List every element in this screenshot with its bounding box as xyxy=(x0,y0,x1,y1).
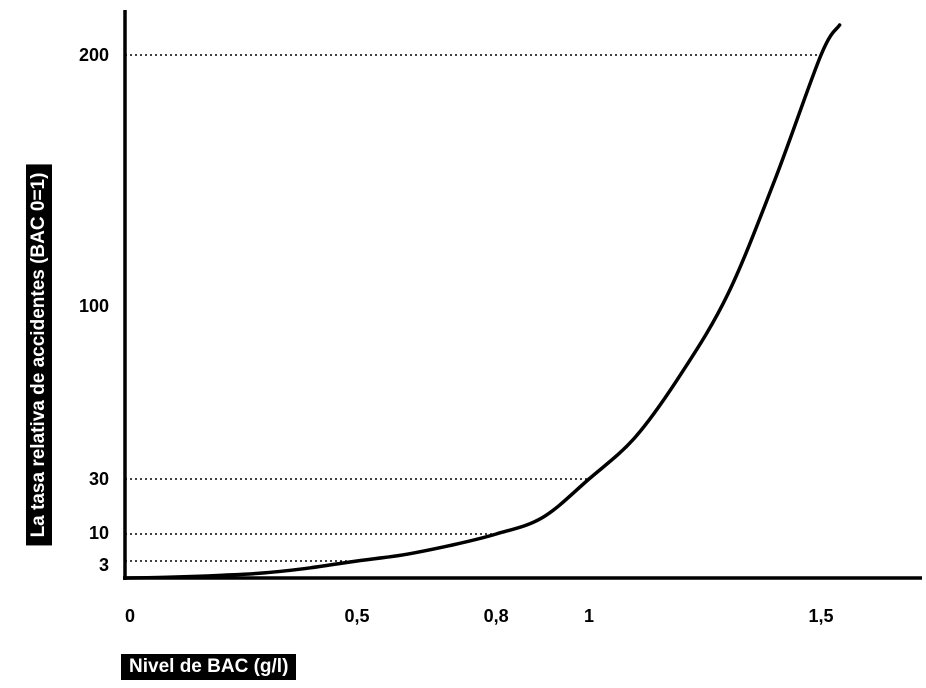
y-tick-label: 200 xyxy=(79,45,109,65)
x-tick-label: 0,8 xyxy=(484,606,509,626)
reference-lines xyxy=(125,54,822,562)
x-tick-label: 0 xyxy=(125,606,135,626)
x-axis-label: Nivel de BAC (g/l) xyxy=(121,654,297,680)
y-tick-label: 100 xyxy=(79,296,109,316)
y-tick-label: 10 xyxy=(89,523,109,543)
x-tick-labels: 0 0,5 0,8 1 1,5 xyxy=(125,606,834,626)
x-tick-label: 0,5 xyxy=(344,606,369,626)
y-tick-labels: 3 10 30 100 200 xyxy=(79,45,109,575)
y-axis-label: La tasa relativa de accidentes (BAC 0=1) xyxy=(26,164,52,546)
x-tick-label: 1,5 xyxy=(808,606,833,626)
y-tick-label: 30 xyxy=(89,469,109,489)
x-tick-label: 1 xyxy=(584,606,594,626)
series-line xyxy=(123,23,842,580)
y-tick-label: 3 xyxy=(99,555,109,575)
